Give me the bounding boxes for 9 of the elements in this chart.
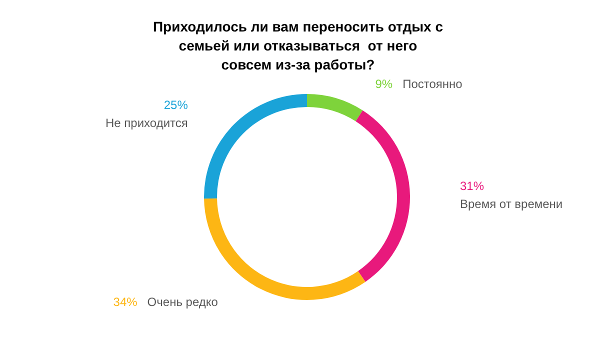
data-label: 9% bbox=[375, 76, 393, 91]
data-label: 31% bbox=[460, 179, 484, 194]
data-label: 25% bbox=[164, 98, 188, 112]
chart-title: Приходилось ли вам переносить отдых с семьей или отказываться от него совсем из-за работы? bbox=[152, 18, 444, 72]
slice-label: Постоянно bbox=[402, 76, 463, 91]
slice-label: Очень редко bbox=[147, 294, 218, 309]
slice-label: Время от времени bbox=[460, 197, 563, 212]
data-label: 34% bbox=[113, 294, 138, 309]
slice-label: Не приходится bbox=[106, 116, 188, 130]
